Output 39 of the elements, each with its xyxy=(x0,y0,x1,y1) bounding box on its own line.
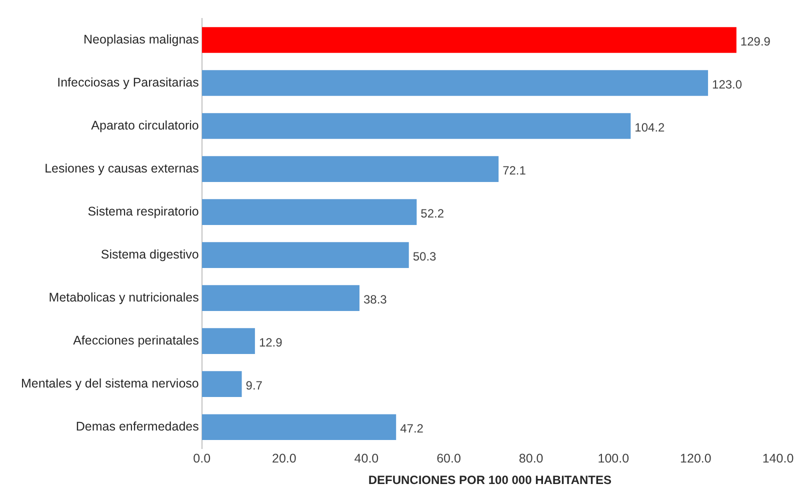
y-tick-label: Neoplasias malignas xyxy=(84,32,199,46)
bar xyxy=(202,27,736,53)
bar xyxy=(202,156,499,182)
y-tick-label: Aparato circulatorio xyxy=(91,118,199,132)
y-tick-label: Metabolicas y nutricionales xyxy=(48,290,199,305)
data-label: 52.2 xyxy=(420,206,444,220)
data-label: 72.1 xyxy=(502,163,526,178)
bar xyxy=(202,70,708,96)
data-label: 104.2 xyxy=(634,120,666,134)
data-label: 9.7 xyxy=(246,378,263,392)
bar xyxy=(202,285,360,311)
x-tick-label: 80.0 xyxy=(518,452,544,466)
x-tick-label: 120.0 xyxy=(680,452,712,466)
y-tick-label: Sistema digestivo xyxy=(100,248,199,262)
x-tick-label: 20.0 xyxy=(272,452,296,466)
y-tick-label: Lesiones y causas externas xyxy=(44,161,199,176)
data-label: 38.3 xyxy=(363,292,388,306)
y-tick-label: Afecciones perinatales xyxy=(73,334,199,348)
x-tick-label: 140.0 xyxy=(762,452,794,466)
x-axis-title: DEFUNCIONES POR 100 000 HABITANTES xyxy=(368,473,612,488)
y-tick-label: Mentales y del sistema nervioso xyxy=(20,376,199,391)
x-tick-label: 0.0 xyxy=(193,452,211,466)
y-tick-label: Sistema respiratorio xyxy=(88,204,199,218)
bar xyxy=(202,371,242,397)
x-tick-label: 100.0 xyxy=(598,452,630,466)
data-label: 50.3 xyxy=(412,249,437,264)
x-tick-label: 40.0 xyxy=(354,452,379,466)
data-label: 123.0 xyxy=(712,77,742,92)
bar xyxy=(202,113,631,139)
data-label: 47.2 xyxy=(400,421,424,436)
bar xyxy=(202,328,255,354)
y-tick-label: Infecciosas y Parasitarias xyxy=(57,75,199,90)
data-label: 12.9 xyxy=(258,335,283,350)
bar xyxy=(202,199,417,225)
bar xyxy=(202,414,396,440)
bar xyxy=(202,242,409,268)
data-label: 129.9 xyxy=(740,34,771,48)
x-tick-label: 60.0 xyxy=(436,452,461,466)
y-tick-label: Demas enfermedades xyxy=(76,420,199,434)
